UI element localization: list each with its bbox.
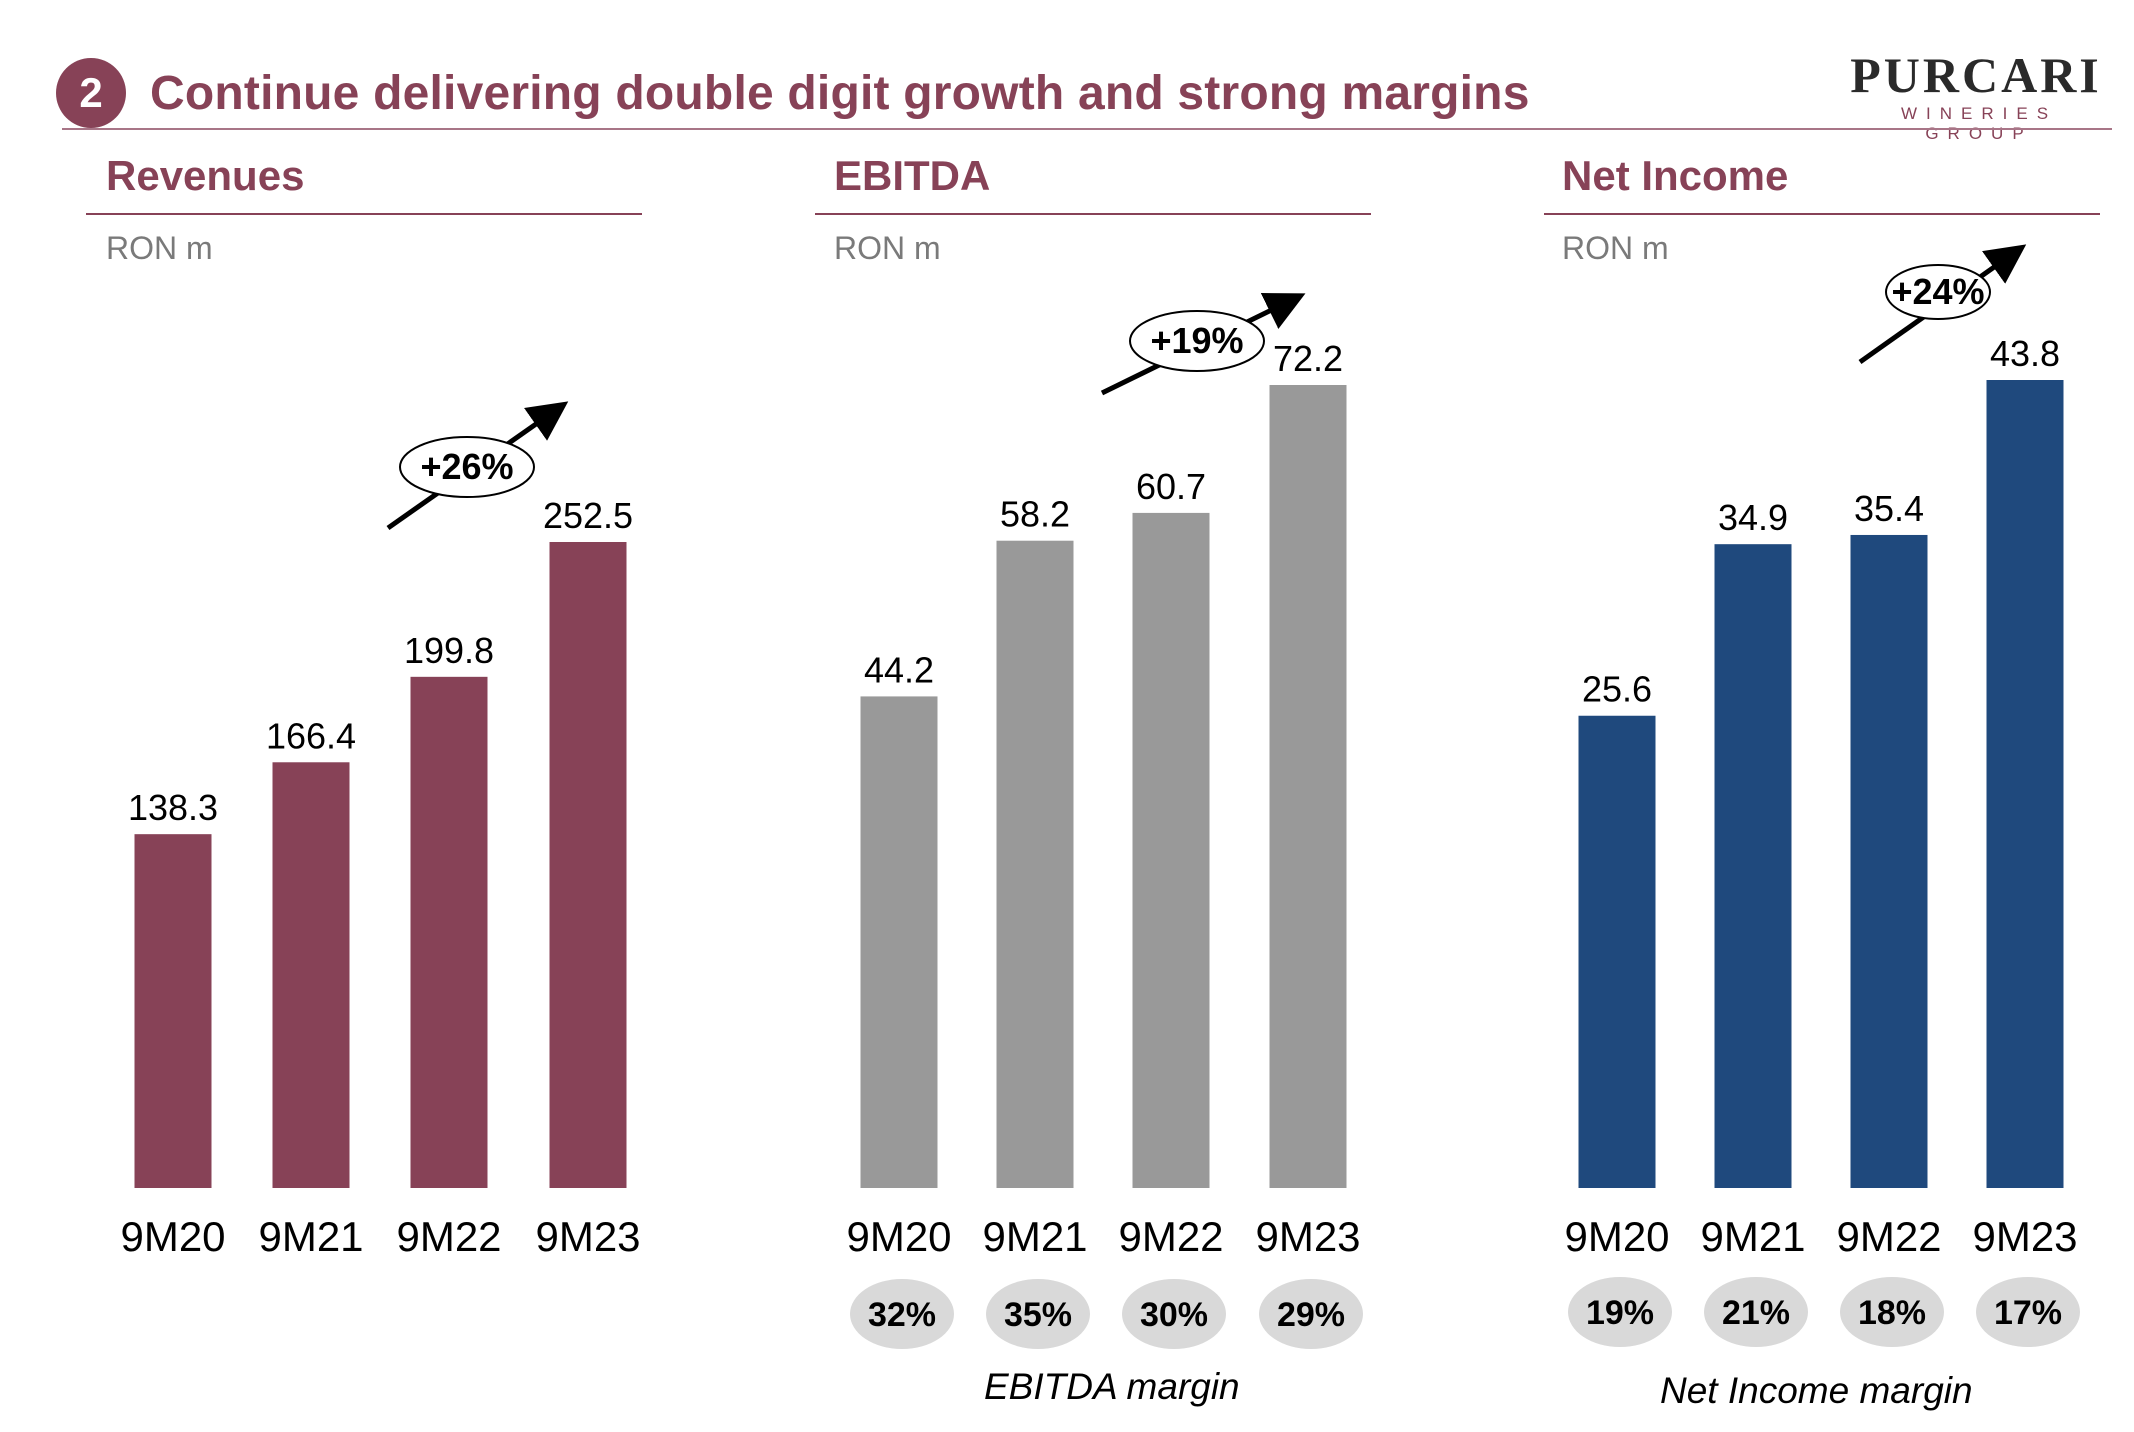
revenues-growth-badge bbox=[399, 436, 535, 498]
revenues-divider bbox=[86, 213, 642, 215]
net-income-margin-caption: Net Income margin bbox=[1660, 1370, 1973, 1411]
net-income-bar-9M23 bbox=[1986, 380, 2064, 1188]
revenues-category-label-9M21: 9M21 bbox=[258, 1213, 363, 1260]
ebitda-margin-pill-9M22 bbox=[1122, 1279, 1226, 1349]
net-income-category-label-9M22: 9M22 bbox=[1836, 1213, 1941, 1260]
revenues-value-label-9M23: 252.5 bbox=[543, 495, 633, 536]
net-income-bar-9M22 bbox=[1850, 534, 1928, 1188]
net-income-bar-9M21 bbox=[1714, 544, 1792, 1188]
revenues-category-label-9M23: 9M23 bbox=[535, 1213, 640, 1260]
net-income-bar-9M20 bbox=[1578, 715, 1656, 1188]
ebitda-growth-label: +19% bbox=[1150, 320, 1243, 361]
revenues-bar-9M21 bbox=[272, 762, 350, 1188]
revenues-value-label-9M21: 166.4 bbox=[266, 715, 356, 756]
net-income-value-label-9M20: 25.6 bbox=[1582, 669, 1652, 710]
logo-wordmark: PURCARI bbox=[1850, 47, 2102, 103]
net-income-margin-value-9M22: 18% bbox=[1858, 1294, 1926, 1332]
ebitda-bar-9M23 bbox=[1269, 385, 1347, 1188]
net-income-category-label-9M23: 9M23 bbox=[1972, 1213, 2077, 1260]
net-income-category-label-9M21: 9M21 bbox=[1700, 1213, 1805, 1260]
revenues-value-label-9M20: 138.3 bbox=[128, 787, 218, 828]
page-title: Continue delivering double digit growth … bbox=[150, 67, 1530, 120]
ebitda-margin-value-9M21: 35% bbox=[1004, 1296, 1072, 1334]
header-divider bbox=[62, 128, 2112, 130]
ebitda-margin-value-9M22: 30% bbox=[1140, 1296, 1208, 1334]
revenues-growth-label: +26% bbox=[420, 446, 513, 487]
ebitda-category-label-9M22: 9M22 bbox=[1118, 1213, 1223, 1260]
ebitda-margin-value-9M23: 29% bbox=[1277, 1296, 1345, 1334]
revenues-bar-9M20 bbox=[134, 834, 212, 1188]
revenues-category-label-9M22: 9M22 bbox=[396, 1213, 501, 1260]
net-income-value-label-9M23: 43.8 bbox=[1990, 333, 2060, 374]
ebitda-category-label-9M20: 9M20 bbox=[846, 1213, 951, 1260]
ebitda-bar-9M21 bbox=[996, 540, 1074, 1188]
net-income-title: Net Income bbox=[1562, 152, 1789, 199]
revenues-value-label-9M22: 199.8 bbox=[404, 630, 494, 671]
net-income-value-label-9M22: 35.4 bbox=[1854, 488, 1924, 529]
net-income-divider bbox=[1544, 213, 2100, 215]
slide-header: 2 Continue delivering double digit growt… bbox=[0, 0, 2134, 143]
net-income-value-label-9M21: 34.9 bbox=[1718, 497, 1788, 538]
slide-number-badge: 2 bbox=[56, 58, 126, 128]
revenues-bar-9M22 bbox=[410, 676, 488, 1188]
net-income-margin-pill-9M21 bbox=[1704, 1277, 1808, 1347]
ebitda-bar-9M20 bbox=[860, 696, 938, 1188]
ebitda-growth-badge bbox=[1129, 310, 1265, 372]
ebitda-margin-value-9M20: 32% bbox=[868, 1296, 936, 1334]
net-income-unit: RON m bbox=[1562, 230, 1669, 266]
net-income-margin-pill-9M20 bbox=[1568, 1277, 1672, 1347]
ebitda-margin-pill-9M20 bbox=[850, 1279, 954, 1349]
revenues-category-label-9M20: 9M20 bbox=[120, 1213, 225, 1260]
ebitda-value-label-9M23: 72.2 bbox=[1273, 338, 1343, 379]
ebitda-category-label-9M21: 9M21 bbox=[982, 1213, 1087, 1260]
ebitda-title: EBITDA bbox=[834, 152, 991, 199]
revenues-unit: RON m bbox=[106, 230, 213, 266]
ebitda-margin-pill-9M23 bbox=[1259, 1279, 1363, 1349]
ebitda-category-label-9M23: 9M23 bbox=[1255, 1213, 1360, 1260]
revenues-title: Revenues bbox=[106, 152, 305, 199]
net-income-margin-value-9M20: 19% bbox=[1586, 1294, 1654, 1332]
ebitda-value-label-9M21: 58.2 bbox=[1000, 494, 1070, 535]
net-income-margin-pill-9M22 bbox=[1840, 1277, 1944, 1347]
ebitda-margin-caption: EBITDA margin bbox=[984, 1366, 1240, 1407]
net-income-growth-label: +24% bbox=[1891, 271, 1984, 312]
net-income-margin-value-9M23: 17% bbox=[1994, 1294, 2062, 1332]
ebitda-unit: RON m bbox=[834, 230, 941, 266]
ebitda-bar-9M22 bbox=[1132, 512, 1210, 1188]
ebitda-value-label-9M22: 60.7 bbox=[1136, 466, 1206, 507]
ebitda-margin-pill-9M21 bbox=[986, 1279, 1090, 1349]
revenues-bar-9M23 bbox=[549, 542, 627, 1188]
net-income-category-label-9M20: 9M20 bbox=[1564, 1213, 1669, 1260]
ebitda-divider bbox=[815, 213, 1371, 215]
net-income-margin-pill-9M23 bbox=[1976, 1277, 2080, 1347]
net-income-margin-value-9M21: 21% bbox=[1722, 1294, 1790, 1332]
ebitda-value-label-9M20: 44.2 bbox=[864, 649, 934, 690]
net-income-growth-badge bbox=[1885, 264, 1991, 320]
